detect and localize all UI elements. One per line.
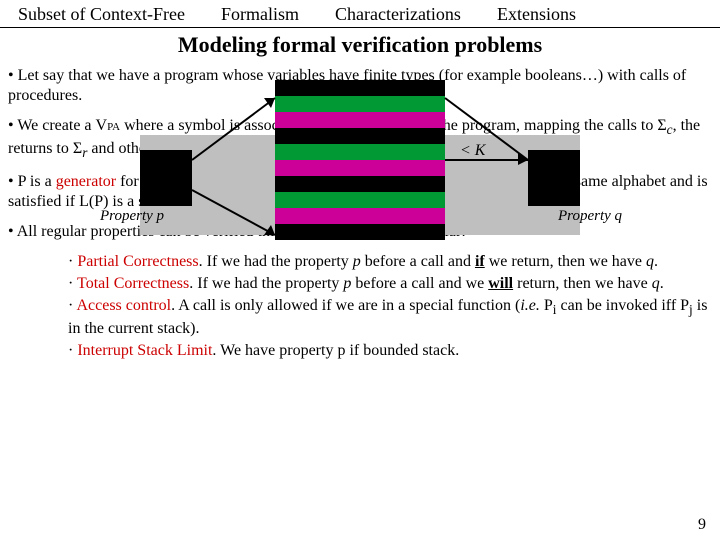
s2-term: Total Correctness [77, 275, 189, 292]
s4-term: Interrupt Stack Limit [77, 342, 212, 359]
b2-a: • We create a [8, 117, 96, 134]
page-title: Modeling formal verification problems [0, 32, 720, 58]
content: • Let say that we have a program whose v… [0, 66, 720, 361]
bullet-3: • P is a generator for the language L(P)… [8, 172, 712, 212]
s2-q: q [652, 275, 660, 292]
s1-q: q [646, 253, 654, 270]
sub-partial: · Partial Correctness. If we had the pro… [68, 252, 712, 272]
s1-d: . [654, 253, 658, 270]
b2-vpa: Vpa [96, 117, 121, 134]
bullet-1: • Let say that we have a program whose v… [8, 66, 712, 106]
b3-generator: generator [56, 173, 116, 190]
b3-a: • P is a [8, 173, 56, 190]
sub-bullets: · Partial Correctness. If we had the pro… [68, 252, 712, 361]
s2-c: return, then we have [513, 275, 652, 292]
s2-a: . If we had the property [189, 275, 343, 292]
s3-b: P [540, 297, 553, 314]
b2-d: and otherwise to Σ [87, 140, 210, 157]
sub-access: · Access control. A call is only allowed… [68, 296, 712, 339]
s1-if: if [475, 253, 485, 270]
bullet-4: • All regular properties can be verified… [8, 222, 712, 242]
s1-a: . If we had the property [199, 253, 353, 270]
tab-extensions[interactable]: Extensions [479, 4, 594, 25]
tab-bar: Subset of Context-Free Formalism Charact… [0, 0, 720, 28]
s3-c: can be invoked iff P [556, 297, 689, 314]
page-number: 9 [698, 516, 706, 534]
tab-characterizations[interactable]: Characterizations [317, 4, 479, 25]
s4-a: . We have property p if bounded stack. [212, 342, 459, 359]
s1-c: we return, then we have [485, 253, 646, 270]
s1-p: p [353, 253, 361, 270]
s2-d: . [660, 275, 664, 292]
s3-term: Access control [76, 297, 171, 314]
tab-subset[interactable]: Subset of Context-Free [0, 4, 203, 25]
s1-b: before a call and [361, 253, 475, 270]
b3-b: for the language L(P). The specification… [116, 173, 477, 190]
s3-a: . A call is only allowed if we are in a … [171, 297, 520, 314]
sub-interrupt: · Interrupt Stack Limit. We have propert… [68, 341, 712, 361]
s3-ie: i.e. [520, 297, 540, 314]
tab-formalism[interactable]: Formalism [203, 4, 317, 25]
s2-b: before a call and we [351, 275, 488, 292]
bullet-2: • We create a Vpa where a symbol is asso… [8, 116, 712, 162]
s2-will: will [488, 275, 513, 292]
b2-b: where a symbol is associated to all tran… [120, 117, 667, 134]
sub-total: · Total Correctness. If we had the prope… [68, 274, 712, 294]
s1-term: Partial Correctness [77, 253, 198, 270]
b3-vpl: Vpl [477, 173, 501, 190]
b2-e: . [214, 140, 218, 157]
